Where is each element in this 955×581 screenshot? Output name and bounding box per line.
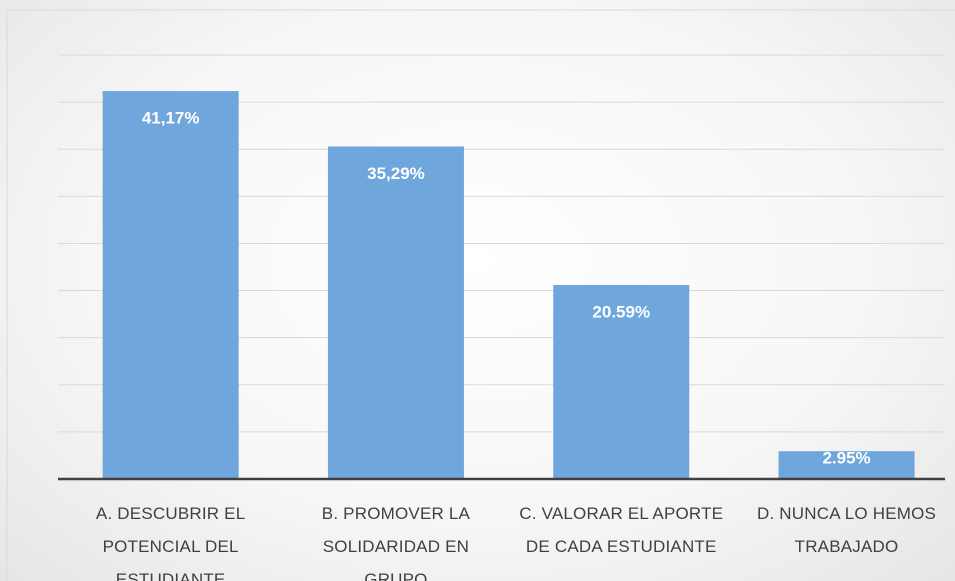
x-tick-label: D. NUNCA LO HEMOS TRABAJADO xyxy=(756,504,937,556)
x-tick-label: C. VALORAR EL APORTE DE CADA ESTUDIANTE xyxy=(519,504,724,556)
data-label: 20.59% xyxy=(592,302,650,321)
data-label: 41,17% xyxy=(142,109,200,128)
bar xyxy=(553,284,690,479)
data-label: 35,29% xyxy=(367,164,425,183)
x-tick-label: A. DESCUBRIR EL POTENCIAL DEL ESTUDIANTE xyxy=(95,504,246,581)
bar xyxy=(327,146,464,479)
data-label: 2.95% xyxy=(822,448,870,467)
bar xyxy=(778,451,915,479)
x-tick-label: B. PROMOVER LA SOLIDARIDAD EN GRUPO xyxy=(321,504,471,581)
bar xyxy=(102,91,239,480)
